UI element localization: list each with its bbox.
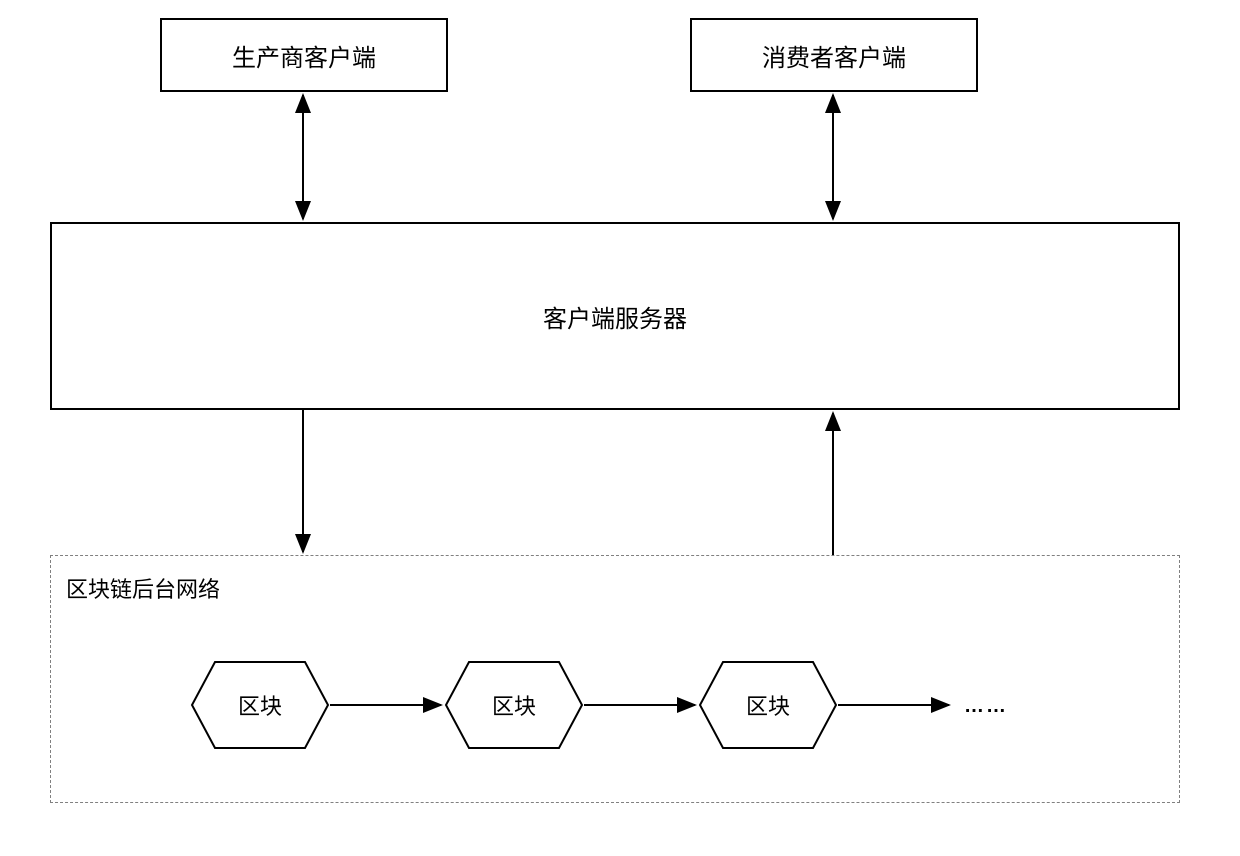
block-label: 区块 [238,689,282,721]
block-label: 区块 [492,689,536,721]
block-label: 区块 [746,689,790,721]
arrows-layer [0,0,1240,856]
